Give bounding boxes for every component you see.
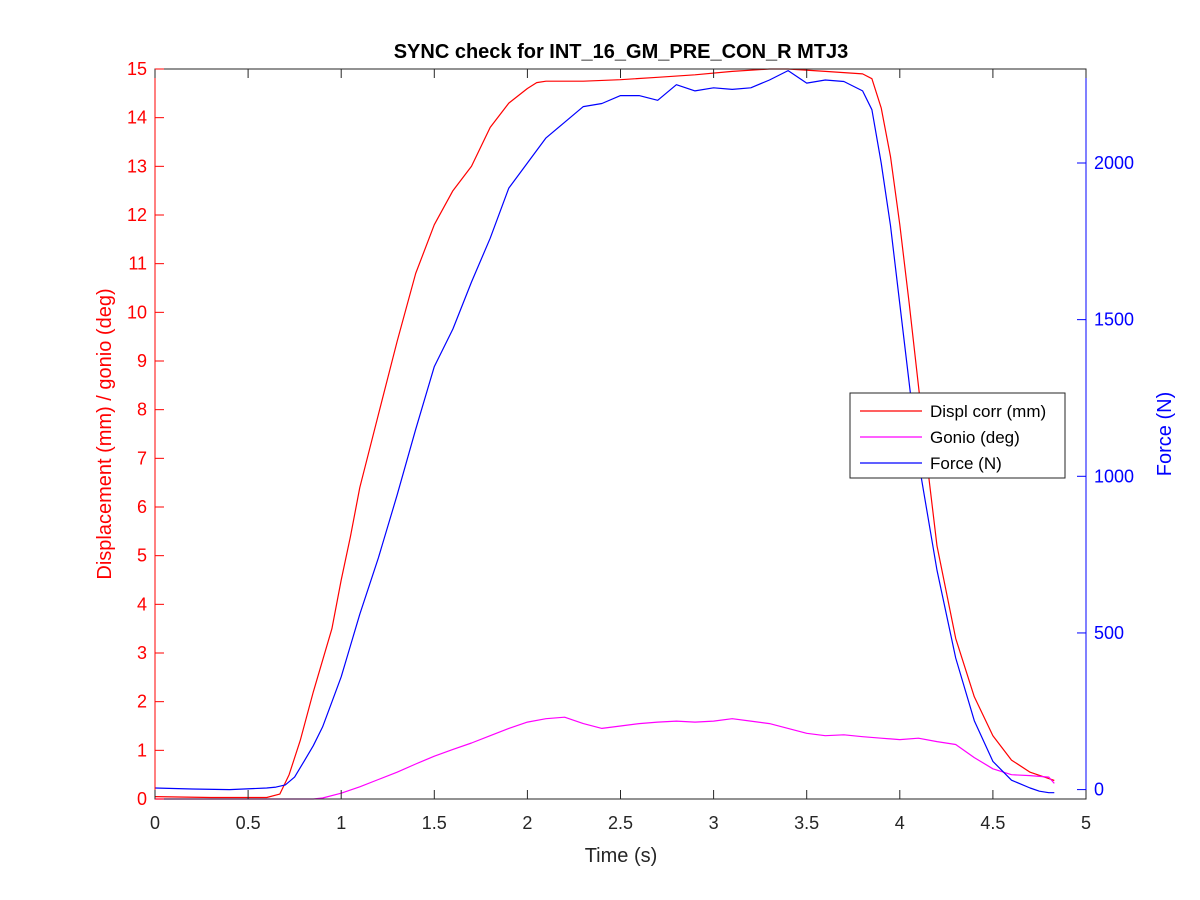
left-tick-label: 10 xyxy=(127,302,147,322)
legend: Displ corr (mm) Gonio (deg) Force (N) xyxy=(849,392,1066,479)
x-tick-label: 2.5 xyxy=(608,813,633,833)
x-tick-label: 4 xyxy=(895,813,905,833)
right-axis-label: Force (N) xyxy=(1154,392,1176,476)
legend-label-0: Displ corr (mm) xyxy=(930,402,1046,421)
left-tick-label: 14 xyxy=(127,108,147,128)
right-tick-label: 500 xyxy=(1094,623,1124,643)
x-tick-label: 2 xyxy=(522,813,532,833)
left-tick-label: 5 xyxy=(137,546,147,566)
right-tick-label: 0 xyxy=(1094,780,1104,800)
x-axis-ticks: 0 0.5 1 1.5 2 2.5 3 3.5 4 4.5 5 xyxy=(150,69,1091,833)
x-tick-label: 4.5 xyxy=(980,813,1005,833)
series-line-1 xyxy=(155,716,1055,800)
x-tick-label: 0 xyxy=(150,813,160,833)
x-axis-label: Time (s) xyxy=(585,845,658,867)
left-tick-label: 1 xyxy=(137,740,147,760)
right-tick-label: 1500 xyxy=(1094,310,1134,330)
right-tick-label: 1000 xyxy=(1094,466,1134,486)
left-tick-label: 2 xyxy=(137,692,147,712)
x-tick-label: 1.5 xyxy=(422,813,447,833)
chart-title: SYNC check for INT_16_GM_PRE_CON_R MTJ3 xyxy=(394,41,849,63)
x-tick-label: 1 xyxy=(336,813,346,833)
x-tick-label: 5 xyxy=(1081,813,1091,833)
left-tick-label: 8 xyxy=(137,400,147,420)
right-tick-label: 2000 xyxy=(1094,153,1134,173)
left-tick-label: 15 xyxy=(127,59,147,79)
x-tick-label: 0.5 xyxy=(236,813,261,833)
x-tick-label: 3.5 xyxy=(794,813,819,833)
left-tick-label: 6 xyxy=(137,497,147,517)
series-line-0 xyxy=(154,68,1055,799)
left-tick-label: 11 xyxy=(128,254,147,274)
left-tick-label: 7 xyxy=(137,448,147,468)
left-tick-label: 9 xyxy=(137,351,147,371)
right-axis-ticks: 0 500 1000 1500 2000 xyxy=(1077,153,1134,800)
left-tick-label: 0 xyxy=(137,789,147,809)
left-tick-label: 12 xyxy=(127,205,147,225)
legend-box xyxy=(849,392,1066,479)
left-tick-label: 13 xyxy=(127,156,147,176)
x-tick-label: 3 xyxy=(709,813,719,833)
left-tick-label: 4 xyxy=(137,594,147,614)
legend-label-2: Force (N) xyxy=(930,454,1002,473)
legend-label-1: Gonio (deg) xyxy=(930,428,1020,447)
left-tick-label: 3 xyxy=(137,643,147,663)
left-axis-label: Displacement (mm) / gonio (deg) xyxy=(94,288,116,579)
